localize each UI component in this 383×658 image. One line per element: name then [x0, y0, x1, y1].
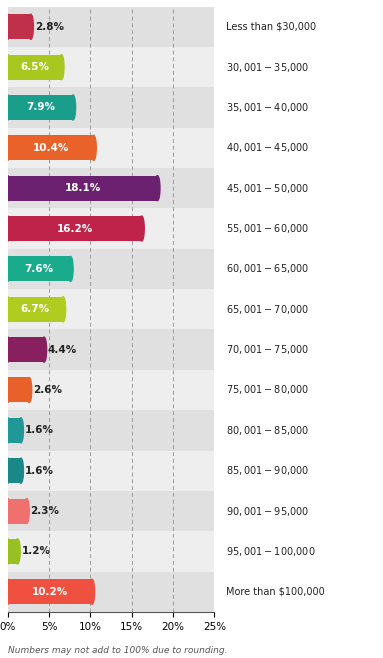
Circle shape	[61, 297, 65, 322]
Bar	[8, 572, 214, 612]
Text: $65,001-$70,000: $65,001-$70,000	[226, 303, 309, 316]
Bar	[8, 579, 92, 604]
Circle shape	[5, 216, 10, 241]
Text: 4.4%: 4.4%	[48, 345, 77, 355]
Circle shape	[18, 418, 23, 443]
Circle shape	[59, 55, 64, 80]
Bar	[8, 458, 21, 483]
Bar	[8, 7, 214, 47]
Text: 6.7%: 6.7%	[21, 304, 50, 315]
Circle shape	[5, 418, 10, 443]
Text: 1.6%: 1.6%	[25, 466, 54, 476]
Circle shape	[155, 176, 160, 201]
Circle shape	[15, 539, 20, 564]
Circle shape	[5, 337, 10, 362]
Text: 7.6%: 7.6%	[25, 264, 54, 274]
Bar	[8, 531, 214, 572]
Circle shape	[5, 499, 10, 524]
Bar	[8, 47, 214, 88]
Bar	[8, 209, 214, 249]
Bar	[8, 289, 214, 330]
Text: $55,001-$60,000: $55,001-$60,000	[226, 222, 309, 235]
Text: $60,001-$65,000: $60,001-$65,000	[226, 263, 309, 276]
Text: Less than $30,000: Less than $30,000	[226, 22, 316, 32]
Bar	[8, 297, 63, 322]
Bar	[8, 330, 214, 370]
Circle shape	[139, 216, 144, 241]
Circle shape	[5, 539, 10, 564]
Bar	[8, 176, 157, 201]
Text: 16.2%: 16.2%	[57, 224, 93, 234]
Text: 1.2%: 1.2%	[21, 546, 51, 557]
Bar	[8, 257, 70, 282]
Circle shape	[90, 579, 95, 604]
Circle shape	[5, 378, 10, 403]
Circle shape	[5, 458, 10, 483]
Circle shape	[28, 14, 33, 39]
Bar	[8, 88, 214, 128]
Circle shape	[26, 378, 32, 403]
Bar	[8, 451, 214, 491]
Text: 10.4%: 10.4%	[33, 143, 69, 153]
Circle shape	[5, 176, 10, 201]
Text: $95,001-$100,000: $95,001-$100,000	[226, 545, 316, 558]
Circle shape	[70, 95, 75, 120]
Text: 2.6%: 2.6%	[33, 385, 62, 395]
Circle shape	[5, 297, 10, 322]
Text: 18.1%: 18.1%	[64, 183, 101, 193]
Bar	[8, 136, 94, 161]
Text: 10.2%: 10.2%	[32, 587, 68, 597]
Bar	[8, 370, 214, 410]
Bar	[8, 95, 73, 120]
Text: $35,001-$40,000: $35,001-$40,000	[226, 101, 309, 114]
Bar	[8, 168, 214, 209]
Circle shape	[68, 257, 73, 282]
Circle shape	[5, 579, 10, 604]
Bar	[8, 539, 18, 564]
Circle shape	[41, 337, 47, 362]
Bar	[8, 337, 44, 362]
Circle shape	[5, 95, 10, 120]
Circle shape	[5, 55, 10, 80]
Text: $40,001-$45,000: $40,001-$45,000	[226, 141, 309, 155]
Bar	[8, 55, 61, 80]
Bar	[8, 499, 27, 524]
Text: Numbers may not add to 100% due to rounding.: Numbers may not add to 100% due to round…	[8, 645, 227, 655]
Text: $70,001-$75,000: $70,001-$75,000	[226, 343, 309, 356]
Text: 2.8%: 2.8%	[34, 22, 64, 32]
Text: 7.9%: 7.9%	[26, 103, 55, 113]
Bar	[8, 249, 214, 289]
Text: $30,001-$35,000: $30,001-$35,000	[226, 61, 309, 74]
Circle shape	[5, 257, 10, 282]
Circle shape	[91, 136, 96, 161]
Circle shape	[18, 458, 23, 483]
Bar	[8, 216, 142, 241]
Text: More than $100,000: More than $100,000	[226, 587, 325, 597]
Text: $80,001-$85,000: $80,001-$85,000	[226, 424, 309, 437]
Text: $75,001-$80,000: $75,001-$80,000	[226, 384, 309, 397]
Circle shape	[5, 136, 10, 161]
Circle shape	[5, 14, 10, 39]
Text: $90,001-$95,000: $90,001-$95,000	[226, 505, 309, 518]
Bar	[8, 418, 21, 443]
Text: 6.5%: 6.5%	[20, 62, 49, 72]
Text: $45,001-$50,000: $45,001-$50,000	[226, 182, 309, 195]
Bar	[8, 491, 214, 531]
Circle shape	[24, 499, 29, 524]
Bar	[8, 410, 214, 451]
Bar	[8, 128, 214, 168]
Text: 1.6%: 1.6%	[25, 425, 54, 436]
Text: 2.3%: 2.3%	[31, 506, 59, 516]
Bar	[8, 14, 31, 39]
Bar	[8, 378, 29, 403]
Text: $85,001-$90,000: $85,001-$90,000	[226, 464, 309, 477]
